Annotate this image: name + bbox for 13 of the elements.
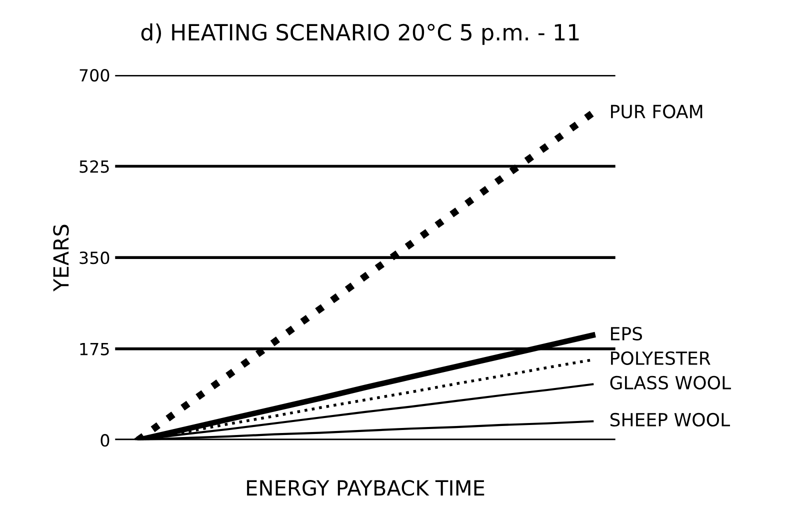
series-label: PUR FOAM (611, 104, 702, 118)
x-axis-title: ENERGY PAYBACK TIME (247, 480, 484, 496)
y-tick-label: 700 (80, 69, 110, 82)
y-tick-label: 350 (80, 252, 110, 264)
y-tick-label: 0 (100, 434, 110, 447)
series-label: EPS (611, 326, 642, 340)
chart-title: d) HEATING SCENARIO 20°C 5 p.m. - 11 (141, 23, 579, 45)
series-label: POLYESTER (611, 351, 710, 366)
series-label: GLASS WOOL (610, 376, 731, 390)
y-tick-label: 525 (80, 160, 109, 173)
y-tick-label: 175 (80, 342, 109, 356)
y-axis-title: YEARS (53, 224, 69, 292)
series-label: SHEEP WOOL (610, 412, 730, 427)
